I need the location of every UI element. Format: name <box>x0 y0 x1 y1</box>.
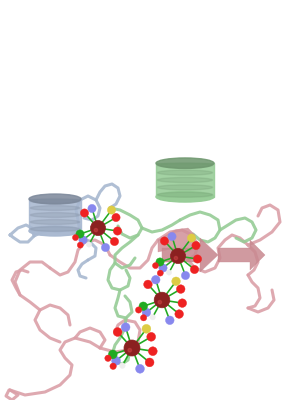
Circle shape <box>170 248 185 264</box>
Circle shape <box>177 285 185 293</box>
Ellipse shape <box>30 213 80 218</box>
Ellipse shape <box>29 226 81 236</box>
Circle shape <box>121 323 130 332</box>
Circle shape <box>80 209 89 217</box>
Circle shape <box>158 300 161 304</box>
Ellipse shape <box>156 192 214 202</box>
Circle shape <box>187 234 196 242</box>
Circle shape <box>76 230 84 238</box>
Ellipse shape <box>30 206 80 210</box>
Circle shape <box>105 355 111 362</box>
Circle shape <box>151 276 160 284</box>
Ellipse shape <box>157 163 212 168</box>
Ellipse shape <box>156 158 214 168</box>
Circle shape <box>88 204 96 213</box>
Polygon shape <box>29 199 81 231</box>
Circle shape <box>147 332 156 341</box>
Polygon shape <box>156 163 214 197</box>
Circle shape <box>111 237 119 246</box>
Circle shape <box>113 227 122 235</box>
Circle shape <box>79 236 87 244</box>
Circle shape <box>157 270 163 276</box>
Circle shape <box>120 363 125 368</box>
Circle shape <box>181 271 190 280</box>
Circle shape <box>144 280 152 289</box>
Circle shape <box>193 255 202 263</box>
Circle shape <box>178 299 187 308</box>
Circle shape <box>113 328 122 336</box>
Circle shape <box>124 340 140 356</box>
Circle shape <box>145 358 154 367</box>
Circle shape <box>135 307 142 313</box>
Ellipse shape <box>157 192 212 197</box>
Circle shape <box>139 302 148 310</box>
Polygon shape <box>162 238 218 272</box>
Circle shape <box>91 220 106 236</box>
Circle shape <box>112 213 120 222</box>
Circle shape <box>168 232 176 241</box>
Ellipse shape <box>157 178 212 182</box>
Polygon shape <box>218 240 265 270</box>
Circle shape <box>148 347 157 356</box>
Circle shape <box>142 308 151 317</box>
Ellipse shape <box>157 170 212 175</box>
Circle shape <box>153 263 158 269</box>
Circle shape <box>72 234 79 240</box>
Circle shape <box>154 292 170 308</box>
Circle shape <box>94 228 98 232</box>
Circle shape <box>159 264 167 272</box>
Circle shape <box>128 348 131 352</box>
Circle shape <box>142 324 151 333</box>
Circle shape <box>107 206 116 214</box>
Circle shape <box>156 258 164 266</box>
Circle shape <box>110 363 116 370</box>
Ellipse shape <box>157 185 212 190</box>
Circle shape <box>165 316 174 324</box>
Circle shape <box>174 256 177 260</box>
Circle shape <box>86 242 91 247</box>
Circle shape <box>101 243 110 252</box>
Circle shape <box>77 242 83 248</box>
Circle shape <box>108 350 117 359</box>
Circle shape <box>172 277 180 286</box>
Circle shape <box>112 356 120 365</box>
Circle shape <box>175 310 184 318</box>
Circle shape <box>136 364 144 373</box>
Circle shape <box>150 314 155 320</box>
Ellipse shape <box>30 198 80 203</box>
Circle shape <box>192 241 200 250</box>
Ellipse shape <box>30 220 80 224</box>
Circle shape <box>141 315 147 321</box>
Circle shape <box>160 237 169 245</box>
Polygon shape <box>158 228 195 252</box>
Circle shape <box>190 265 199 274</box>
Circle shape <box>166 270 172 275</box>
Ellipse shape <box>29 194 81 204</box>
Ellipse shape <box>30 226 80 231</box>
